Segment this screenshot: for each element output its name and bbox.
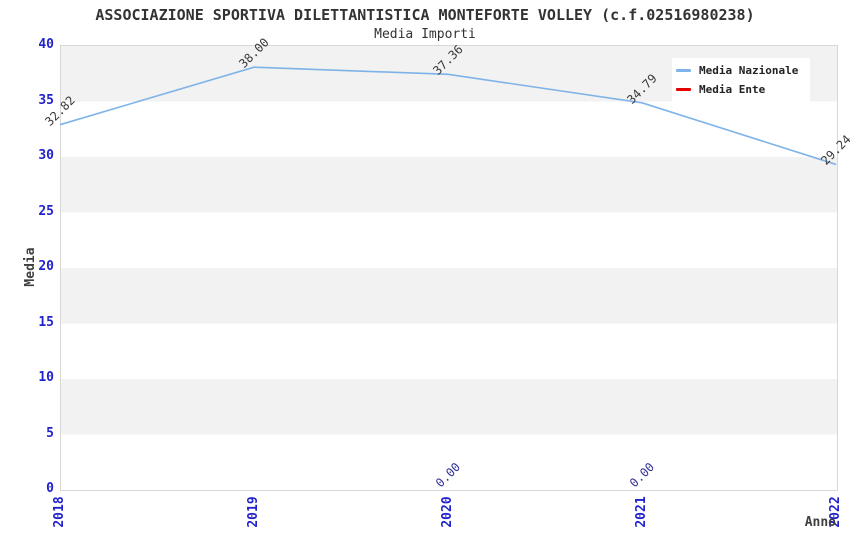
y-axis-tick: 30 — [38, 148, 54, 163]
chart-title: ASSOCIAZIONE SPORTIVA DILETTANTISTICA MO… — [95, 6, 755, 24]
y-axis-tick: 10 — [38, 370, 54, 385]
media-ente-swatch-icon — [676, 88, 691, 91]
x-axis-tick: 2021 — [634, 496, 649, 528]
y-axis-tick: 25 — [38, 203, 54, 219]
y-axis-tick: 5 — [46, 425, 54, 441]
y-axis-tick: 35 — [38, 92, 54, 108]
legend: Media Nazionale Media Ente — [672, 58, 810, 102]
legend-label-media-nazionale: Media Nazionale — [699, 64, 799, 77]
x-axis-tick: 2019 — [246, 496, 261, 528]
legend-item-media-ente: Media Ente — [676, 83, 810, 96]
media-nazionale-swatch-icon — [676, 69, 691, 72]
plot-area — [60, 45, 838, 491]
y-axis-tick: 40 — [38, 37, 54, 52]
x-axis-tick: 2020 — [440, 496, 455, 528]
y-axis-title: Media — [23, 247, 38, 287]
y-axis-tick: 15 — [38, 314, 54, 330]
x-axis-title: Anno — [804, 515, 836, 530]
legend-item-media-nazionale: Media Nazionale — [676, 64, 810, 77]
y-axis-tick: 20 — [38, 259, 54, 274]
y-axis-tick: 0 — [46, 481, 54, 496]
x-axis-tick: 2018 — [52, 496, 67, 528]
chart-subtitle: Media Importi — [374, 27, 476, 42]
legend-label-media-ente: Media Ente — [699, 83, 766, 96]
